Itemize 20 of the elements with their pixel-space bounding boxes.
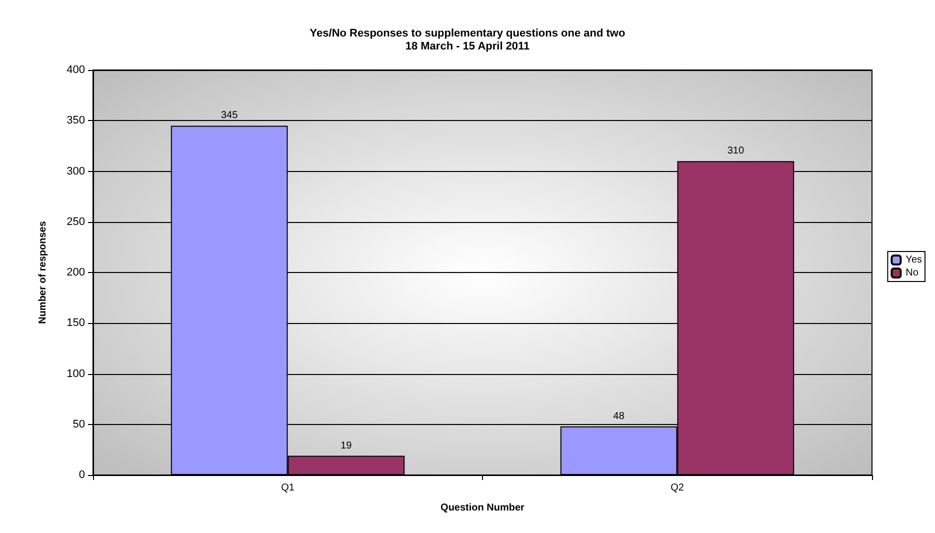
y-tick-label: 50 [72, 418, 85, 430]
y-axis-title: Number of responses [38, 220, 48, 324]
y-tick-label: 100 [66, 368, 85, 380]
x-tick-label: Q1 [281, 482, 295, 494]
y-tick-label: 150 [66, 317, 85, 330]
legend-label: Yes [906, 254, 922, 266]
data-label: 48 [613, 410, 625, 422]
x-tick-label: Q2 [670, 482, 684, 494]
y-tick-label: 300 [66, 165, 85, 178]
data-label: 310 [727, 146, 744, 157]
chart-title: Yes/No Responses to supplementary questions one and two 18 March - 15 April 2011 [310, 28, 626, 52]
y-tick-label: 200 [66, 266, 85, 278]
x-axis-title: Question Number [440, 502, 525, 514]
legend-label: No [906, 268, 919, 278]
y-tick-label: 0 [78, 469, 85, 481]
y-tick-label: 350 [66, 114, 85, 127]
y-tick-label: 250 [66, 216, 85, 228]
y-tick-label: 400 [66, 64, 85, 76]
data-label: 345 [220, 110, 238, 122]
data-label: 19 [340, 440, 352, 452]
